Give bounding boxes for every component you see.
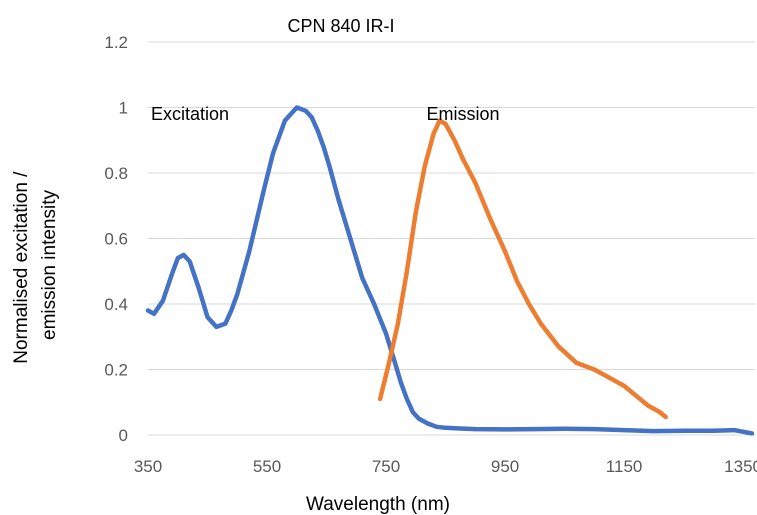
y-tick-label: 0.8 xyxy=(104,164,128,183)
x-tick-label: 750 xyxy=(372,457,400,476)
y-tick-label: 0.4 xyxy=(104,295,128,314)
y-tick-label: 1 xyxy=(119,99,128,118)
x-axis-ticks: 350 550 750 950 1150 1350 xyxy=(134,457,757,476)
x-tick-label: 1150 xyxy=(606,457,643,476)
y-tick-label: 0.2 xyxy=(104,361,128,380)
y-axis-title-line-1: Normalised excitation / xyxy=(11,171,32,364)
gridlines xyxy=(148,41,755,436)
y-axis-title-line-2: emission intensity xyxy=(39,190,60,340)
annotation-label-2: Emission xyxy=(427,104,500,124)
x-tick-label: 550 xyxy=(253,457,281,476)
y-axis-title: Normalised excitation / emission intensi… xyxy=(11,166,60,363)
annotation-label-1: Excitation xyxy=(151,104,229,124)
chart-title: CPN 840 IR-I xyxy=(287,16,394,36)
series-line-2 xyxy=(377,118,668,420)
y-tick-label: 1.2 xyxy=(104,33,128,52)
y-tick-label: 0 xyxy=(119,426,128,445)
y-axis-ticks: 0 0.2 0.4 0.6 0.8 1 1.2 xyxy=(104,33,128,445)
series-lines xyxy=(145,105,755,436)
series-line-1 xyxy=(145,105,755,436)
x-axis-title: Wavelength (nm) xyxy=(306,494,450,515)
x-tick-label: 350 xyxy=(134,457,162,476)
y-tick-label: 0.6 xyxy=(104,230,128,249)
x-tick-label: 1350 xyxy=(724,457,757,476)
annotations: Excitation Emission xyxy=(151,104,500,124)
x-tick-label: 950 xyxy=(491,457,519,476)
